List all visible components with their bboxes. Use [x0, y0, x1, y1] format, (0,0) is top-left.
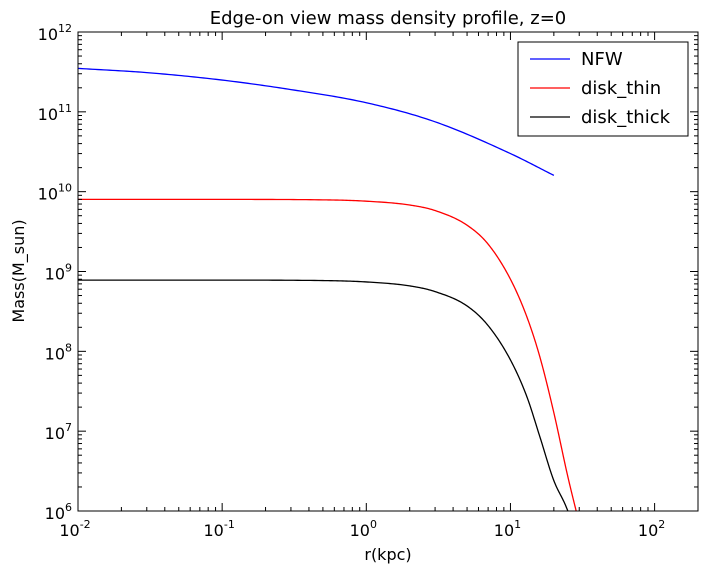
- legend-box: [517, 41, 689, 137]
- legend-label: disk_thick: [581, 107, 671, 128]
- y-tick-label: 108: [45, 341, 72, 363]
- series-layer: [78, 67, 577, 511]
- legend-label: NFW: [581, 49, 623, 70]
- x-tick-label: 102: [638, 518, 665, 540]
- series-line-disk-thin: [78, 198, 577, 511]
- y-tick-label: 1010: [38, 182, 72, 204]
- legend-label: disk_thin: [581, 78, 661, 99]
- y-tick-label: 106: [45, 501, 72, 523]
- x-tick-label: 10-2: [59, 518, 90, 540]
- axis-ticks: 10-2 10-1 100 101 102 106 107 108 109 1010 1011 101…: [38, 22, 699, 540]
- y-tick-label: 109: [45, 262, 72, 284]
- y-tick-label: 1012: [38, 22, 72, 44]
- series-line-disk-thick: [78, 279, 569, 511]
- x-tick-label: 10-1: [203, 518, 234, 540]
- x-tick-label: 100: [350, 518, 377, 540]
- x-axis-label: r(kpc): [364, 545, 411, 564]
- y-tick-label: 107: [45, 421, 72, 443]
- y-axis-label: Mass(M_sun): [9, 219, 29, 322]
- chart-title: Edge-on view mass density profile, z=0: [210, 8, 566, 29]
- x-tick-label: 101: [494, 518, 521, 540]
- legend: NFW disk_thin disk_thick: [517, 41, 689, 137]
- y-tick-label: 1011: [38, 102, 72, 124]
- series-line-nfw: [78, 67, 555, 176]
